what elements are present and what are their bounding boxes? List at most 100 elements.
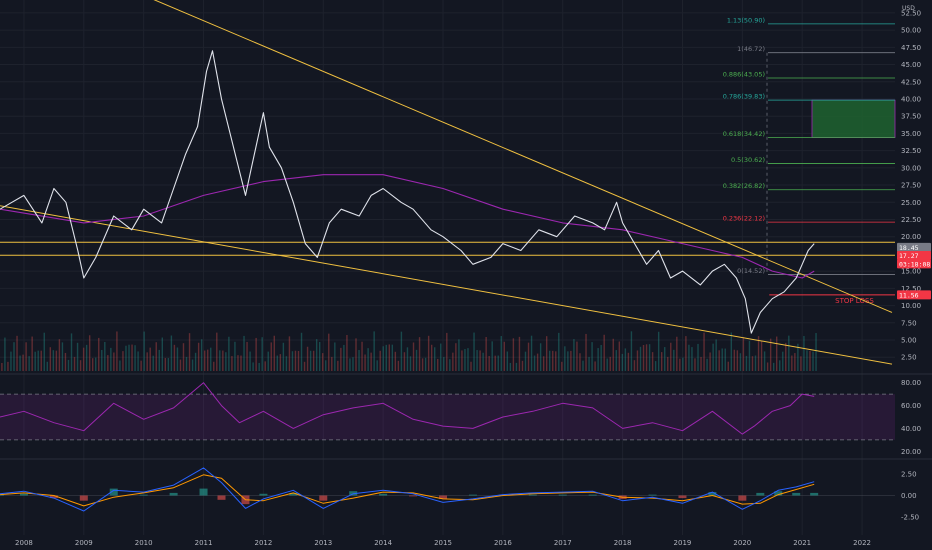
volume-bar [231, 356, 233, 371]
volume-bar [258, 362, 260, 371]
volume-bar [343, 344, 345, 371]
volume-bar [660, 352, 663, 371]
macd-histogram-bar [199, 488, 208, 496]
volume-bar [406, 347, 409, 371]
volume-bar [179, 359, 182, 371]
volume-bar [542, 356, 545, 371]
volume-bar [385, 344, 387, 371]
volume-bar [558, 332, 560, 371]
y-tick-label: 27.50 [901, 182, 921, 190]
volume-bar [297, 350, 300, 371]
volume-bar [612, 338, 614, 371]
volume-bar [46, 361, 48, 371]
volume-bar [331, 356, 333, 371]
volume-bar [603, 334, 605, 371]
volume-bar [648, 344, 651, 371]
macd-histogram-bar [528, 494, 537, 496]
volume-bar [673, 349, 675, 371]
volume-bar [721, 348, 723, 371]
volume-bar [373, 331, 375, 371]
price-line [0, 50, 815, 334]
volume-bar [197, 342, 200, 371]
macd-histogram-bar [708, 492, 717, 496]
volume-bar [443, 356, 445, 371]
volume-bar [470, 361, 472, 371]
rsi-tick-label: 60.00 [901, 402, 921, 410]
volume-bar [246, 341, 248, 371]
volume-bar [815, 333, 817, 371]
volume-bar [809, 350, 811, 371]
volume-bar [446, 332, 448, 371]
volume-bar [500, 336, 502, 371]
x-tick-label: 2019 [674, 539, 692, 547]
volume-bar [228, 336, 230, 371]
volume-bar [624, 348, 627, 371]
macd-histogram-bar [79, 495, 88, 501]
volume-bar [539, 343, 542, 371]
volume-bar [760, 341, 763, 371]
volume-bar [261, 337, 263, 371]
volume-bar [688, 344, 690, 371]
volume-bar [691, 347, 693, 371]
macd-line [0, 467, 815, 512]
volume-bar [134, 345, 136, 371]
volume-bar [303, 361, 306, 371]
volume-bar [225, 352, 227, 371]
volume-bar [73, 356, 76, 371]
volume-bar [397, 360, 400, 371]
volume-bar [382, 346, 384, 371]
fib-level-label: 0.886(43.05) [723, 70, 765, 78]
volume-bar [349, 358, 351, 371]
fib-level-label: 0(14.52) [737, 267, 765, 275]
volume-bar [167, 358, 170, 371]
volume-bar [627, 352, 630, 371]
volume-bar [549, 350, 551, 371]
volume-bar [222, 350, 224, 371]
volume-bar [703, 332, 705, 371]
volume-bar [700, 356, 702, 371]
volume-bar [10, 351, 12, 371]
y-tick-label: 5.00 [901, 337, 917, 345]
volume-bar [775, 336, 778, 371]
volume-bar [309, 350, 312, 371]
axes: 2008 2009 2010 2011 2012 2013 2014 2015 2016 2017… [15, 9, 931, 547]
volume-bar [570, 350, 572, 371]
volume-bar [146, 352, 148, 371]
volume-bar [763, 351, 766, 371]
volume-bar [361, 341, 363, 371]
price-panel[interactable]: 1.13(50.90) 1(46.72) 0.886(43.05) 0.786(39.… [0, 0, 896, 371]
volume-bar [131, 344, 133, 371]
macd-histogram-bar [756, 492, 765, 496]
volume-bar [91, 358, 94, 371]
volume-bar [64, 352, 67, 371]
volume-bar [555, 351, 557, 371]
volume-bar [110, 347, 112, 371]
y-tick-label: 37.50 [901, 113, 921, 121]
volume-bar [107, 355, 109, 371]
volume-bar [7, 361, 9, 371]
volume-bar [322, 353, 324, 371]
volume-bar [306, 346, 309, 371]
volume-bar [394, 351, 397, 371]
volume-bar [352, 357, 354, 371]
price-tag [897, 242, 931, 252]
volume-bar [561, 361, 563, 371]
volume-bar [200, 339, 203, 371]
price-tag-label: 03:18:08 [899, 260, 930, 268]
macd-panel[interactable] [0, 467, 895, 512]
volume-bar [358, 350, 360, 371]
volume-bar [779, 360, 781, 371]
volume-bar [13, 342, 15, 371]
volume-bar [769, 338, 772, 371]
ma200-line [0, 174, 815, 279]
rsi-panel[interactable] [0, 382, 895, 441]
volume-bar [155, 342, 157, 371]
volume-bar [355, 338, 357, 371]
volume-bar [630, 331, 633, 371]
macd-signal-line [0, 474, 815, 507]
macd-histogram-bar [319, 495, 328, 501]
rsi-line [0, 382, 815, 435]
x-tick-label: 2018 [614, 539, 632, 547]
macd-histogram-bar [169, 492, 178, 496]
